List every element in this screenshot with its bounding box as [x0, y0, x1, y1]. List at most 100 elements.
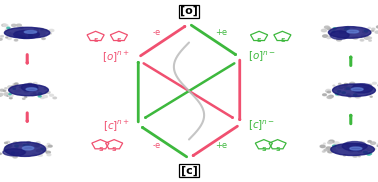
Ellipse shape — [26, 88, 37, 91]
Circle shape — [369, 148, 373, 150]
Circle shape — [14, 84, 17, 85]
Circle shape — [1, 35, 3, 37]
Circle shape — [376, 26, 378, 28]
Circle shape — [345, 84, 348, 85]
Circle shape — [360, 39, 364, 41]
Ellipse shape — [330, 31, 349, 39]
Circle shape — [13, 88, 15, 89]
Circle shape — [40, 33, 45, 35]
Circle shape — [19, 87, 22, 88]
Text: $[c]^{n-}$: $[c]^{n-}$ — [248, 118, 275, 133]
Circle shape — [334, 142, 339, 144]
Circle shape — [29, 34, 32, 35]
Circle shape — [32, 89, 36, 91]
Circle shape — [17, 24, 22, 27]
Circle shape — [365, 88, 368, 89]
Circle shape — [5, 146, 10, 148]
Circle shape — [26, 145, 29, 146]
Circle shape — [344, 155, 345, 156]
Circle shape — [14, 143, 17, 145]
Circle shape — [355, 155, 358, 157]
Circle shape — [53, 97, 56, 99]
Circle shape — [346, 88, 350, 89]
Circle shape — [33, 82, 37, 84]
Circle shape — [7, 145, 12, 147]
Circle shape — [344, 29, 347, 30]
Circle shape — [5, 88, 7, 89]
Circle shape — [358, 156, 360, 157]
Circle shape — [333, 28, 336, 29]
Ellipse shape — [9, 84, 48, 96]
Circle shape — [353, 91, 357, 92]
Text: S: S — [93, 38, 98, 43]
Ellipse shape — [342, 142, 367, 151]
Circle shape — [349, 32, 352, 33]
Circle shape — [345, 89, 347, 90]
Circle shape — [44, 88, 46, 90]
Circle shape — [29, 147, 33, 148]
Circle shape — [4, 93, 8, 95]
Circle shape — [38, 154, 42, 156]
Circle shape — [15, 91, 18, 92]
Circle shape — [326, 147, 331, 149]
Circle shape — [326, 89, 330, 91]
Circle shape — [334, 145, 336, 147]
Circle shape — [364, 36, 369, 38]
Circle shape — [364, 30, 368, 32]
Circle shape — [34, 34, 36, 35]
Circle shape — [34, 143, 39, 145]
Circle shape — [3, 149, 8, 151]
Circle shape — [327, 28, 331, 29]
Circle shape — [372, 28, 375, 30]
Circle shape — [334, 150, 337, 152]
Text: -e: -e — [153, 28, 161, 37]
Circle shape — [345, 27, 349, 29]
Circle shape — [28, 83, 32, 84]
Circle shape — [32, 154, 36, 156]
Text: S: S — [112, 147, 116, 152]
Circle shape — [346, 36, 349, 37]
Circle shape — [336, 93, 339, 95]
Circle shape — [341, 85, 344, 87]
Circle shape — [377, 144, 378, 146]
Circle shape — [368, 27, 370, 28]
Circle shape — [327, 37, 330, 38]
Circle shape — [0, 38, 2, 40]
Circle shape — [7, 27, 10, 29]
Circle shape — [10, 155, 14, 156]
Circle shape — [29, 35, 33, 37]
Circle shape — [367, 93, 370, 95]
Circle shape — [5, 142, 8, 144]
Circle shape — [338, 91, 341, 92]
Circle shape — [324, 143, 325, 144]
Ellipse shape — [331, 143, 374, 155]
Circle shape — [0, 153, 2, 155]
Circle shape — [0, 94, 2, 96]
Circle shape — [28, 145, 31, 147]
Ellipse shape — [24, 31, 37, 33]
Circle shape — [344, 83, 347, 85]
Circle shape — [323, 35, 328, 37]
Circle shape — [5, 29, 10, 31]
Circle shape — [35, 32, 39, 34]
Circle shape — [358, 150, 361, 152]
Circle shape — [333, 145, 336, 147]
Ellipse shape — [333, 84, 375, 96]
Circle shape — [11, 86, 16, 88]
Circle shape — [345, 144, 348, 145]
Circle shape — [347, 94, 350, 96]
Circle shape — [353, 28, 356, 29]
Circle shape — [339, 31, 343, 33]
Circle shape — [19, 35, 23, 37]
Circle shape — [23, 98, 25, 99]
Circle shape — [377, 146, 378, 147]
Circle shape — [321, 147, 324, 148]
Circle shape — [13, 156, 17, 158]
Text: +e: +e — [215, 141, 227, 150]
Circle shape — [44, 150, 46, 151]
Circle shape — [346, 31, 349, 33]
Circle shape — [22, 36, 26, 38]
Circle shape — [347, 32, 352, 34]
Circle shape — [7, 141, 9, 143]
Circle shape — [38, 93, 42, 94]
